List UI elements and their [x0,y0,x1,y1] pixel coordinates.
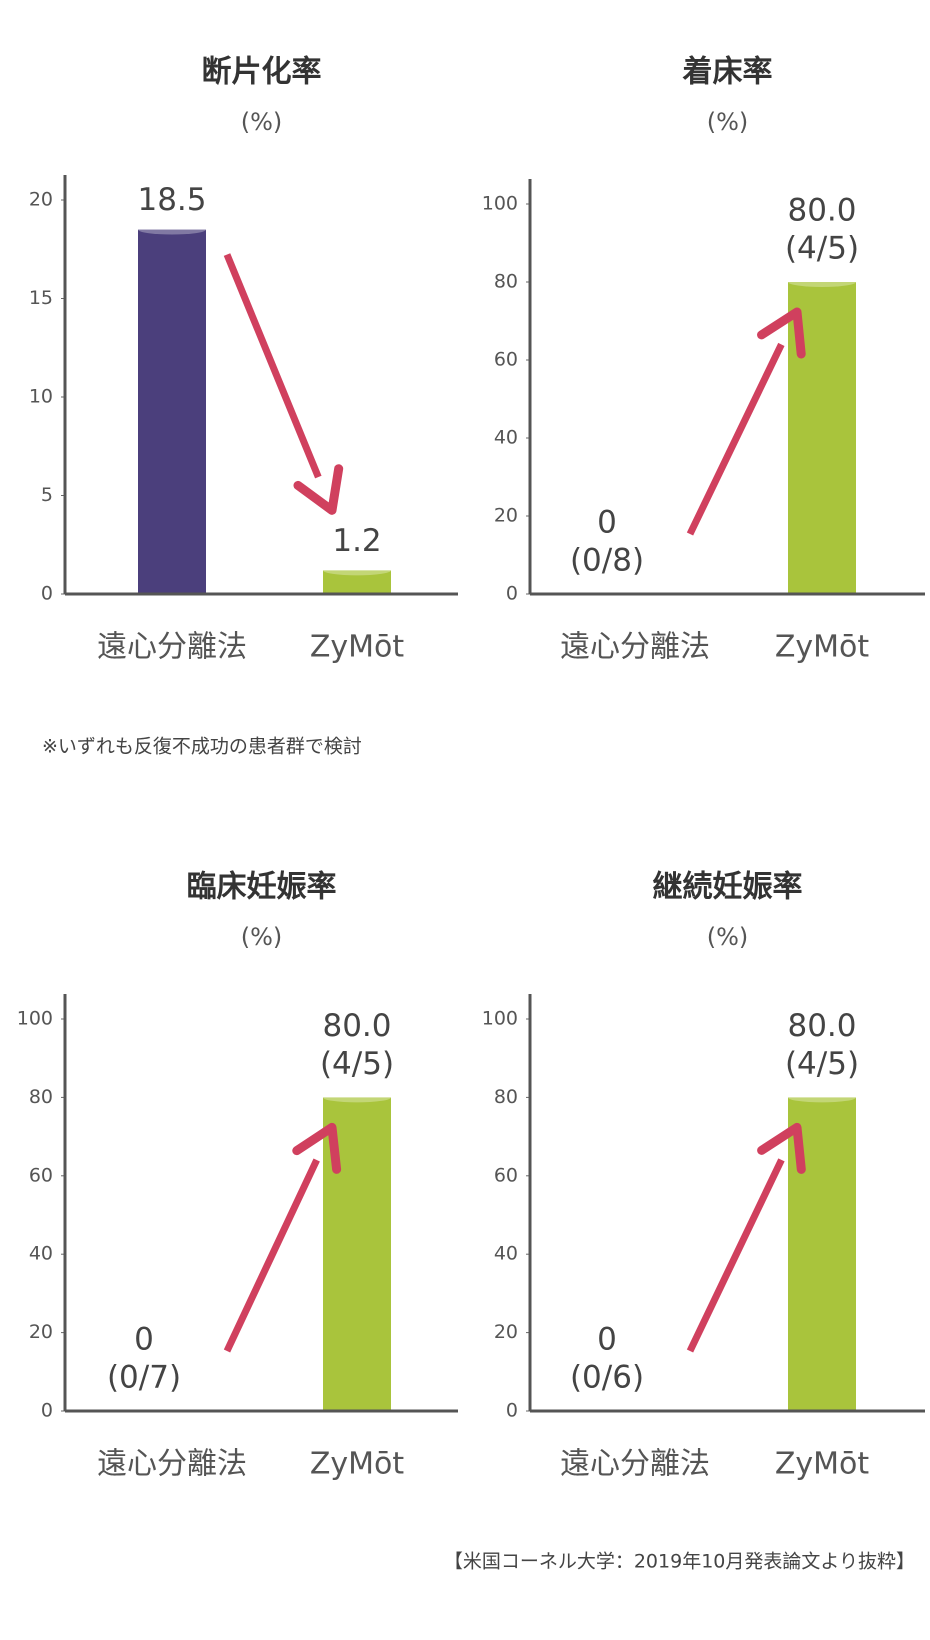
y-tick-label: 0 [41,1400,53,1422]
y-tick-label: 15 [29,287,53,309]
count-label: (4/5) [320,1046,394,1082]
category-label: ZyMōt [775,1447,870,1482]
bar-top [788,1092,856,1103]
y-tick-label: 0 [506,583,518,605]
chart-title: 着床率 [683,55,773,90]
count-label: (0/7) [107,1360,181,1396]
y-tick-label: 20 [494,1321,518,1343]
count-label: (4/5) [785,1046,859,1082]
category-label: 遠心分離法 [97,1447,247,1482]
y-tick-label: 80 [29,1086,53,1108]
bar-top [138,224,206,235]
y-tick-label: 20 [29,1321,53,1343]
source: 【米国コーネル大学：2019年10月発表論文より抜粋】 [444,1551,915,1573]
y-tick-label: 0 [41,583,53,605]
y-tick-label: 60 [494,1164,518,1186]
arrow-shaft [223,253,322,479]
chart-subtitle: (%) [707,108,749,136]
category-label: ZyMōt [310,1447,405,1482]
count-label: (0/6) [570,1360,644,1396]
value-label: 80.0 [787,193,856,229]
y-tick-label: 10 [29,386,53,408]
y-tick-label: 40 [29,1243,53,1265]
category-label: 遠心分離法 [560,630,710,665]
y-tick-label: 100 [482,1008,518,1030]
chart-title: 臨床妊娠率 [187,870,337,905]
category-label: ZyMōt [775,630,870,665]
y-tick-label: 20 [494,505,518,527]
chart-subtitle: (%) [707,923,749,951]
value-label: 0 [134,1322,154,1358]
bar-top [323,1092,391,1103]
value-label: 0 [597,505,617,541]
bar-top [323,565,391,576]
bar [323,570,391,594]
count-label: (0/8) [570,543,644,579]
category-label: 遠心分離法 [97,630,247,665]
category-label: 遠心分離法 [560,1447,710,1482]
arrow-shaft [223,1158,320,1353]
category-label: ZyMōt [310,630,405,665]
arrow-shaft [686,342,785,536]
y-tick-label: 40 [494,1243,518,1265]
y-tick-label: 100 [17,1008,53,1030]
footnote: ※いずれも反復不成功の患者群で検討 [42,736,362,758]
arrow-head [292,1122,342,1174]
y-tick-label: 100 [482,193,518,215]
chart-subtitle: (%) [241,923,283,951]
bar [138,229,206,595]
y-tick-label: 0 [506,1400,518,1422]
y-tick-label: 80 [494,271,518,293]
arrow-head [293,464,344,515]
value-label: 80.0 [787,1008,856,1044]
y-tick-label: 20 [29,189,53,211]
y-tick-label: 5 [41,484,53,506]
value-label: 0 [597,1322,617,1358]
chart-title: 断片化率 [202,55,322,90]
bar-top [788,277,856,287]
y-tick-label: 40 [494,427,518,449]
arrow-head [757,1122,806,1174]
count-label: (4/5) [785,231,859,267]
value-label: 18.5 [137,182,206,218]
value-label: 80.0 [322,1008,391,1044]
value-label: 1.2 [332,523,381,559]
arrow-head [757,307,806,359]
y-tick-label: 60 [29,1164,53,1186]
y-tick-label: 60 [494,349,518,371]
arrow-shaft [686,1158,785,1353]
chart-title: 継続妊娠率 [653,870,803,905]
y-tick-label: 80 [494,1086,518,1108]
chart-subtitle: (%) [241,108,283,136]
